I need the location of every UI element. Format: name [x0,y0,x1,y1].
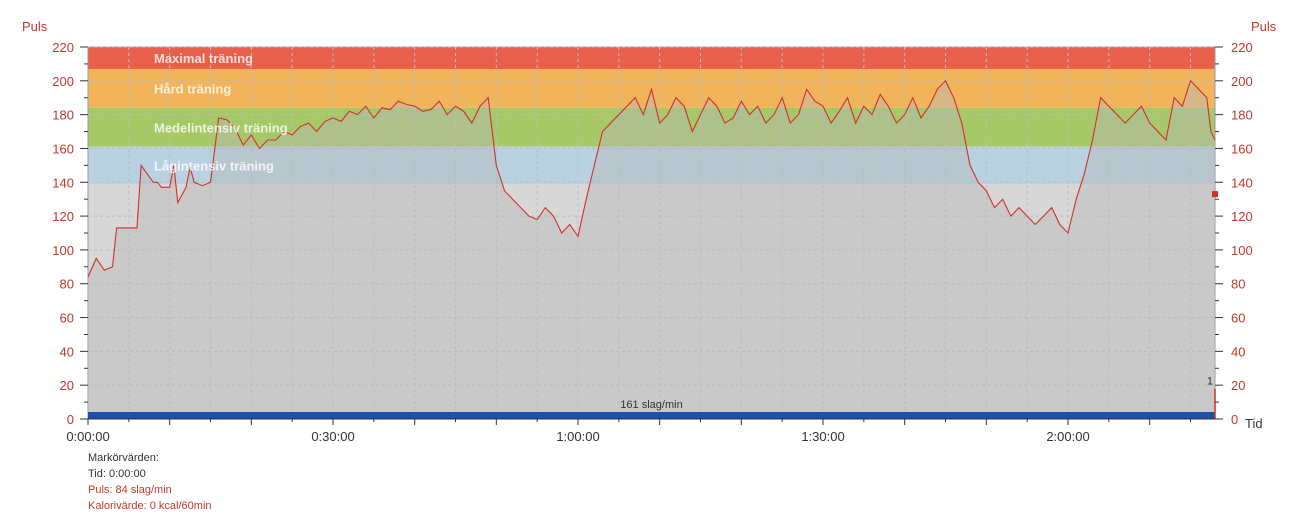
marker-values-panel: Markörvärden: Tid: 0:00:00 Puls: 84 slag… [88,450,212,514]
series-layer: 161 slag/min 1 [87,79,1218,420]
y-tick-label-left: 40 [60,344,74,359]
marker-pulse: Puls: 84 slag/min [88,484,172,496]
y-tick-label-right: 140 [1231,175,1253,190]
y-axis-title-left: Puls [22,19,48,34]
y-tick-label-right: 60 [1231,311,1245,326]
zone-band-0 [88,47,1215,69]
x-axis-title: Tid [1245,416,1263,431]
y-tick-label-left: 60 [60,311,74,326]
y-tick-label-left: 200 [52,74,74,89]
y-tick-label-right: 20 [1231,378,1245,393]
cursor-label: 1 [1207,376,1213,388]
y-tick-label-left: 120 [52,209,74,224]
axis-layer: 0 0 20 20 40 40 60 60 80 80 100 100 120 120 140 140 160 1… [52,40,1252,444]
y-tick-label-left: 20 [60,378,74,393]
y-tick-label-right: 80 [1231,277,1245,292]
cursor-marker [1212,191,1218,198]
zone-label-1: Hård träning [154,81,231,96]
series-line [87,79,1216,278]
y-axis-title-right: Puls [1251,19,1277,34]
y-tick-label-left: 220 [52,40,74,55]
x-tick-label: 1:00:00 [556,429,599,444]
y-tick-label-left: 180 [52,108,74,123]
y-tick-label-right: 40 [1231,344,1245,359]
marker-time: Tid: 0:00:00 [88,468,146,480]
x-tick-label: 0:30:00 [311,429,354,444]
y-tick-label-left: 100 [52,243,74,258]
y-tick-label-right: 200 [1231,74,1253,89]
x-tick-label: 1:30:00 [801,429,844,444]
zone-label-3: Lågintensiv träning [154,158,274,173]
y-tick-label-right: 180 [1231,108,1253,123]
y-tick-label-right: 160 [1231,141,1253,156]
y-tick-label-left: 160 [52,141,74,156]
marker-calorie: Kalorivärde: 0 kcal/60min [88,500,212,512]
zone-label-2: Medelintensiv träning [154,120,288,135]
zone-band-3 [88,146,1215,184]
y-tick-label-left: 140 [52,175,74,190]
x-tick-label: 0:00:00 [66,429,109,444]
series-area [88,80,1215,420]
x-tick-label: 2:00:00 [1046,429,1089,444]
y-tick-label-left: 80 [60,277,74,292]
marker-heading: Markörvärden: [88,452,159,464]
y-tick-label-right: 100 [1231,243,1253,258]
grid-layer [88,46,1215,420]
y-tick-label-left: 0 [67,412,74,427]
zone-label-layer: Maximal träning Hård träning Medelintensiv… [154,51,288,173]
y-tick-label-right: 220 [1231,40,1253,55]
y-tick-label-right: 0 [1231,412,1238,427]
zone-label-0: Maximal träning [154,51,253,66]
average-bar [88,412,1215,419]
average-label: 161 slag/min [620,399,682,411]
y-tick-label-right: 120 [1231,209,1253,224]
